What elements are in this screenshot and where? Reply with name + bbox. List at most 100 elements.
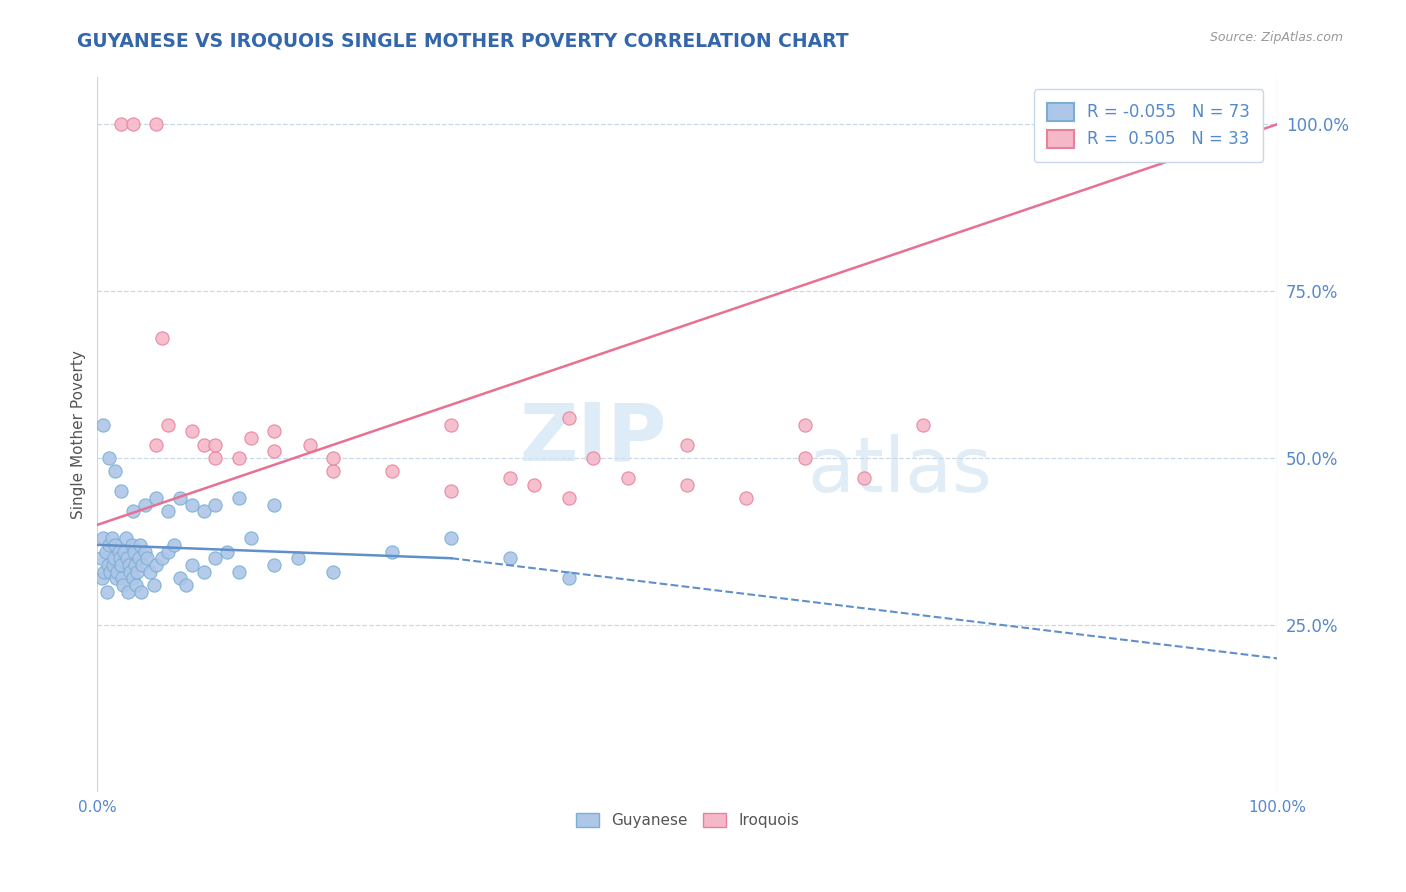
Point [145, 438, 167, 452]
Point [91, 531, 114, 545]
Point [98, 565, 121, 579]
Text: atlas: atlas [807, 434, 993, 508]
Point [676, 438, 699, 452]
Point [110, 558, 132, 572]
Point [193, 504, 215, 518]
Point [145, 558, 167, 572]
Point [145, 117, 167, 131]
Point [125, 578, 148, 592]
Text: Source: ZipAtlas.com: Source: ZipAtlas.com [1209, 31, 1343, 45]
Point [114, 531, 136, 545]
Point [121, 538, 143, 552]
Text: ZIP: ZIP [519, 399, 666, 477]
Point [912, 417, 935, 432]
Point [131, 558, 153, 572]
Point [101, 558, 124, 572]
Point [120, 565, 142, 579]
Point [298, 438, 321, 452]
Point [794, 417, 817, 432]
Point [96, 584, 118, 599]
Point [558, 571, 581, 585]
Point [180, 425, 202, 439]
Point [440, 484, 463, 499]
Point [115, 551, 138, 566]
Text: GUYANESE VS IROQUOIS SINGLE MOTHER POVERTY CORRELATION CHART: GUYANESE VS IROQUOIS SINGLE MOTHER POVER… [77, 31, 849, 50]
Point [263, 425, 285, 439]
Point [676, 477, 699, 491]
Point [322, 565, 344, 579]
Point [558, 411, 581, 425]
Point [322, 465, 344, 479]
Point [134, 544, 156, 558]
Point [121, 571, 143, 585]
Point [127, 565, 149, 579]
Point [121, 117, 143, 131]
Point [112, 578, 135, 592]
Point [193, 438, 215, 452]
Point [381, 465, 404, 479]
Point [105, 571, 128, 585]
Point [114, 544, 136, 558]
Point [499, 471, 522, 485]
Point [124, 558, 146, 572]
Point [103, 551, 125, 566]
Point [97, 558, 120, 572]
Point [204, 451, 226, 466]
Point [128, 538, 150, 552]
Point [440, 417, 463, 432]
Point [180, 498, 202, 512]
Point [150, 551, 173, 566]
Point [523, 477, 546, 491]
Point [204, 498, 226, 512]
Point [93, 565, 115, 579]
Point [228, 491, 250, 505]
Point [322, 451, 344, 466]
Point [193, 565, 215, 579]
Point [98, 538, 121, 552]
Point [91, 417, 114, 432]
Point [381, 544, 404, 558]
Point [110, 117, 132, 131]
Point [263, 558, 285, 572]
Point [122, 544, 145, 558]
Y-axis label: Single Mother Poverty: Single Mother Poverty [72, 351, 86, 519]
Point [157, 544, 180, 558]
Point [239, 431, 262, 445]
Point [117, 584, 139, 599]
Point [853, 471, 876, 485]
Point [134, 498, 156, 512]
Point [169, 491, 191, 505]
Point [217, 544, 239, 558]
Point [111, 571, 134, 585]
Point [263, 498, 285, 512]
Point [157, 417, 180, 432]
Point [440, 531, 463, 545]
Point [150, 331, 173, 345]
Point [94, 544, 117, 558]
Point [143, 578, 166, 592]
Point [107, 565, 129, 579]
Point [263, 444, 285, 458]
Point [558, 491, 581, 505]
Point [228, 565, 250, 579]
Point [139, 565, 162, 579]
Point [107, 544, 129, 558]
Point [582, 451, 605, 466]
Point [204, 438, 226, 452]
Point [129, 584, 152, 599]
Point [735, 491, 758, 505]
Point [180, 558, 202, 572]
Point [108, 551, 131, 566]
Point [118, 558, 141, 572]
Point [239, 531, 262, 545]
Point [110, 484, 132, 499]
Point [163, 538, 186, 552]
Point [499, 551, 522, 566]
Point [100, 531, 122, 545]
Point [617, 471, 640, 485]
Point [228, 451, 250, 466]
Point [121, 504, 143, 518]
Point [145, 491, 167, 505]
Point [90, 551, 112, 566]
Point [157, 504, 180, 518]
